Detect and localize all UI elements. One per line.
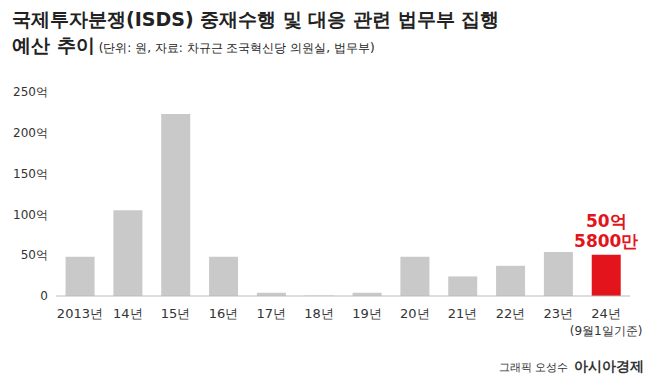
svg-text:2013년: 2013년: [57, 306, 103, 321]
svg-text:15년: 15년: [161, 306, 191, 321]
svg-text:50억: 50억: [586, 211, 627, 231]
svg-text:22년: 22년: [496, 306, 526, 321]
svg-text:17년: 17년: [256, 306, 286, 321]
svg-text:20년: 20년: [400, 306, 430, 321]
svg-text:0: 0: [40, 289, 48, 303]
html-text:예산 추이 (단위: 원, 자료: 차규근 조국혁신당 의원: 예산 추이 (단위: 원, 자료: 차규근 조국혁신당 의원실, 법무부): [12, 34, 375, 56]
svg-text:5800만: 5800만: [574, 231, 638, 251]
svg-text:150억: 150억: [13, 167, 48, 181]
svg-text:18년: 18년: [304, 306, 334, 321]
svg-text:14년: 14년: [113, 306, 143, 321]
svg-text:24년: 24년: [591, 306, 621, 321]
svg-text:250억: 250억: [13, 85, 48, 99]
svg-text:21년: 21년: [448, 306, 478, 321]
svg-text:(9월1일기준): (9월1일기준): [570, 324, 643, 338]
svg-text:200억: 200억: [13, 126, 48, 140]
html-text:국제투자분쟁(ISDS) 중재수행 및 대응 관련 법무부: 국제투자분쟁(ISDS) 중재수행 및 대응 관련 법무부 집행: [12, 8, 500, 30]
svg-text:100억: 100억: [13, 208, 48, 222]
svg-text:19년: 19년: [352, 306, 382, 321]
svg-text:50억: 50억: [21, 248, 48, 262]
html-text:그래픽 오성수: 그래픽 오성수: [498, 361, 568, 374]
html-text:아시아경제: 아시아경제: [574, 358, 644, 374]
svg-text:23년: 23년: [543, 306, 573, 321]
svg-text:16년: 16년: [209, 306, 239, 321]
